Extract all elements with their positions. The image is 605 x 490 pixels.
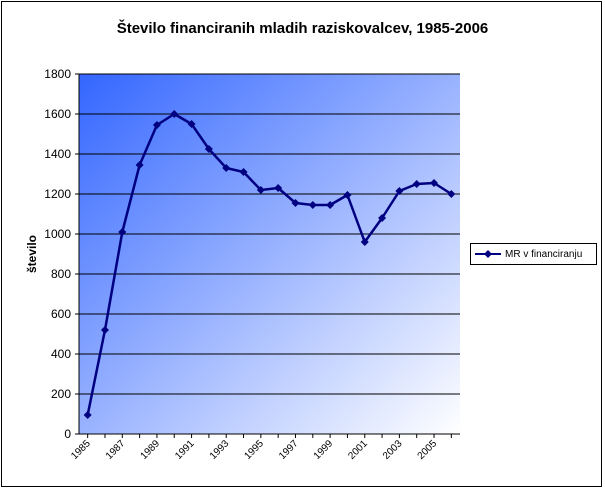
y-tick-label: 1600 xyxy=(44,107,71,121)
x-tick-label: 1989 xyxy=(139,438,163,462)
data-point xyxy=(343,191,352,199)
x-axis-ticks: 1985 1987 1989 1991 1993 1995 1997 1999 2001 2003… xyxy=(69,434,452,462)
x-tick-label: 1991 xyxy=(173,438,197,462)
plot-area xyxy=(79,74,460,434)
y-tick-label: 1400 xyxy=(44,147,71,161)
x-tick-label: 2005 xyxy=(416,438,440,462)
data-point xyxy=(152,121,161,129)
data-point xyxy=(239,168,248,176)
y-axis-ticks: 0 200 400 600 800 1000 1200 1400 1600 1800 xyxy=(44,67,79,441)
data-point xyxy=(83,411,92,419)
data-point xyxy=(204,145,213,153)
data-point xyxy=(378,214,387,222)
data-point xyxy=(100,326,109,334)
data-point xyxy=(447,190,456,198)
chart-title: Število financiranih mladih raziskovalce… xyxy=(116,20,489,37)
x-tick-label: 2001 xyxy=(346,438,370,462)
series-line xyxy=(86,112,453,416)
data-point xyxy=(135,161,144,169)
legend-label: MR v financiranju xyxy=(505,248,583,260)
data-point xyxy=(222,164,231,172)
data-point xyxy=(170,110,179,118)
data-point xyxy=(326,201,335,209)
data-point xyxy=(430,179,439,187)
y-tick-label: 200 xyxy=(51,387,71,401)
y-tick-label: 0 xyxy=(64,427,71,441)
axes xyxy=(78,74,460,435)
legend-swatch xyxy=(475,250,501,258)
data-point xyxy=(412,180,421,188)
x-tick-label: 1995 xyxy=(242,438,266,462)
y-tick-label: 1000 xyxy=(44,227,71,241)
y-tick-label: 400 xyxy=(51,347,71,361)
x-tick-label: 1997 xyxy=(277,438,301,462)
data-point xyxy=(274,184,283,192)
data-point xyxy=(187,120,196,128)
y-tick-label: 1800 xyxy=(44,67,71,81)
x-tick-label: 1999 xyxy=(312,438,336,462)
x-tick-label: 1985 xyxy=(69,438,93,462)
series-group xyxy=(83,110,456,419)
x-tick-label: 1987 xyxy=(104,438,128,462)
y-tick-label: 1200 xyxy=(44,187,71,201)
y-tick-label: 600 xyxy=(51,307,71,321)
data-point xyxy=(308,201,317,209)
data-point xyxy=(360,238,369,246)
data-point xyxy=(291,199,300,207)
grid-lines xyxy=(79,73,460,395)
y-axis-label: število xyxy=(25,235,39,273)
x-tick-label: 2003 xyxy=(381,438,405,462)
data-point xyxy=(256,186,265,194)
x-tick-label: 1993 xyxy=(208,438,232,462)
data-point xyxy=(118,228,127,236)
y-tick-label: 800 xyxy=(51,267,71,281)
data-point xyxy=(395,187,404,195)
legend: MR v financiranju xyxy=(470,243,597,265)
